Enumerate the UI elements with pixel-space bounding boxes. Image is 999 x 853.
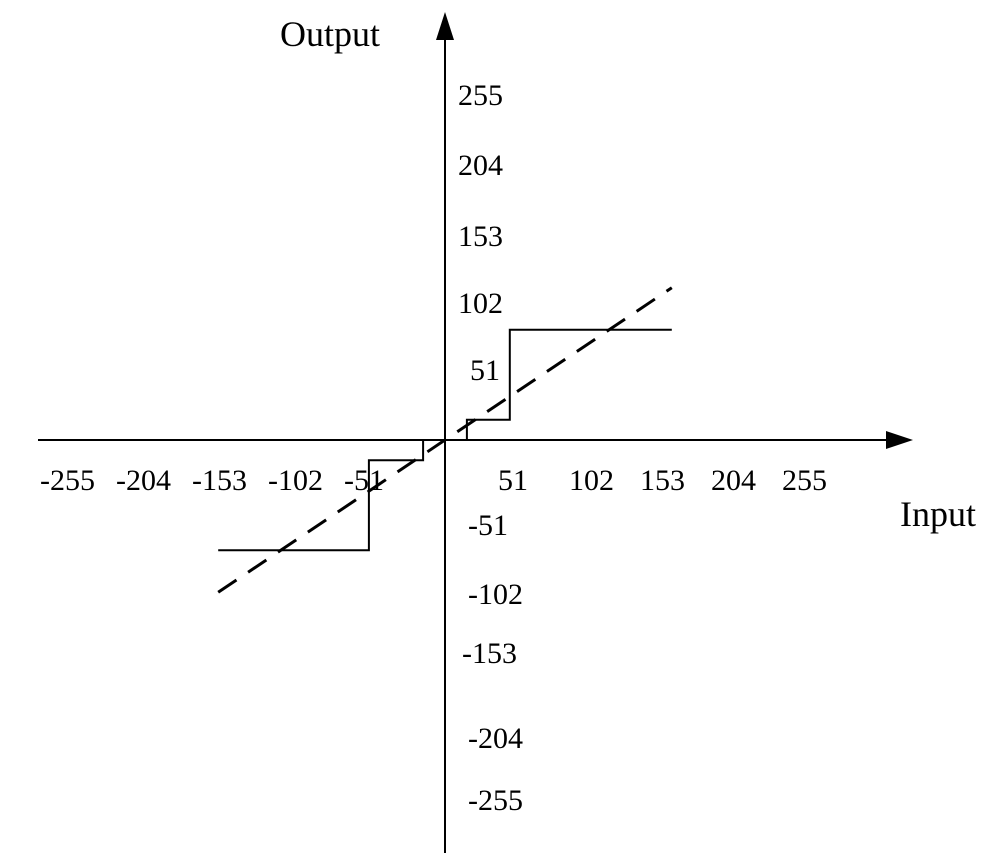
y-tick-label: -102	[468, 578, 523, 611]
series-group	[217, 286, 673, 594]
y-tick-label: -153	[462, 637, 517, 670]
y-tick-labels: 255 204 153 102 51 -51 -102 -153 -204 -255	[458, 79, 523, 817]
y-tick-label: 102	[458, 287, 503, 320]
x-tick-label: -51	[344, 464, 384, 497]
x-tick-label: -204	[116, 464, 171, 497]
x-tick-label: -102	[268, 464, 323, 497]
y-tick-label: 255	[458, 79, 503, 112]
x-axis-title: Input	[900, 494, 976, 534]
y-tick-label: 51	[470, 354, 500, 387]
dashed-line-series	[217, 286, 673, 594]
x-tick-label: 102	[569, 464, 614, 497]
x-tick-label: -153	[192, 464, 247, 497]
y-tick-label: -204	[468, 722, 523, 755]
x-axis-arrow	[886, 431, 913, 449]
x-tick-label: -255	[40, 464, 95, 497]
y-tick-label: -255	[468, 784, 523, 817]
y-tick-label: 153	[458, 220, 503, 253]
y-axis-arrow	[436, 12, 454, 40]
x-tick-label: 255	[782, 464, 827, 497]
y-tick-label: -51	[468, 509, 508, 542]
x-tick-label: 204	[711, 464, 756, 497]
y-axis-title: Output	[280, 14, 380, 54]
x-tick-labels: -255 -204 -153 -102 -51 51 102 153 204 255	[40, 464, 827, 497]
x-tick-label: 51	[498, 464, 528, 497]
y-tick-label: 204	[458, 149, 503, 182]
x-tick-label: 153	[640, 464, 685, 497]
